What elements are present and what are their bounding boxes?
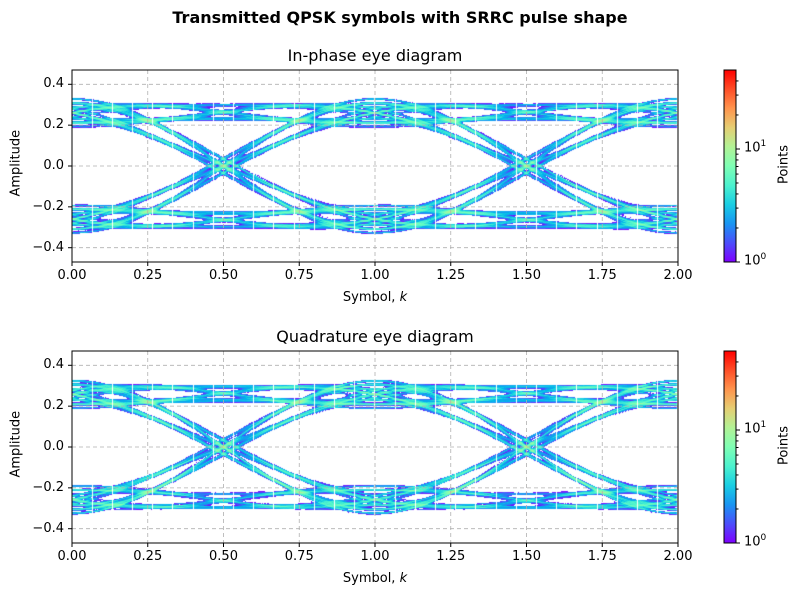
axes-title: Quadrature eye diagram: [276, 327, 474, 346]
y-tick-label: 0.2: [43, 398, 64, 414]
y-tick-label: −0.2: [32, 479, 64, 495]
x-tick-label: 1.75: [587, 549, 617, 564]
axes-title: In-phase eye diagram: [287, 46, 463, 65]
y-tick-label: 0.2: [43, 117, 64, 133]
colorbar-tick-label: 101: [744, 419, 767, 437]
x-tick-label: 1.00: [360, 549, 390, 564]
colorbar-tick-label: 100: [744, 252, 767, 269]
x-tick-label: 0.50: [209, 268, 238, 283]
x-tick-label: 0.00: [57, 549, 87, 564]
y-tick-label: 0.0: [43, 158, 64, 173]
x-tick-label: 2.00: [663, 549, 693, 564]
x-tick-label: 0.75: [284, 549, 314, 564]
y-tick-label: −0.4: [32, 239, 64, 255]
y-tick-label: 0.0: [43, 439, 64, 454]
axes-frame: [71, 69, 679, 263]
x-tick-label: 0.75: [284, 268, 314, 283]
x-tick-label: 1.75: [587, 268, 617, 283]
x-axis-label: Symbol, k: [342, 571, 408, 586]
y-tick-label: 0.4: [43, 357, 64, 373]
y-tick-label: −0.2: [32, 198, 64, 214]
x-axis-label: Symbol, k: [342, 290, 408, 305]
x-tick-label: 0.00: [57, 268, 87, 283]
colorbar-tick-label: 101: [744, 138, 767, 156]
x-tick-label: 0.25: [133, 268, 163, 283]
x-tick-label: 2.00: [663, 268, 693, 283]
x-tick-label: 1.50: [512, 549, 541, 564]
colorbar-label: Points: [776, 425, 792, 466]
x-tick-label: 1.50: [512, 268, 541, 283]
x-tick-label: 1.25: [436, 549, 466, 564]
x-tick-label: 1.25: [436, 268, 466, 283]
figure-title: Transmitted QPSK symbols with SRRC pulse…: [172, 8, 628, 27]
x-tick-label: 1.00: [360, 268, 390, 283]
y-tick-label: 0.4: [43, 76, 64, 92]
axes-frame: [71, 350, 679, 544]
x-tick-label: 0.50: [209, 549, 238, 564]
colorbar-tick-label: 100: [744, 533, 767, 550]
y-tick-label: −0.4: [32, 520, 64, 536]
x-tick-label: 0.25: [133, 549, 163, 564]
colorbar: [723, 350, 737, 544]
